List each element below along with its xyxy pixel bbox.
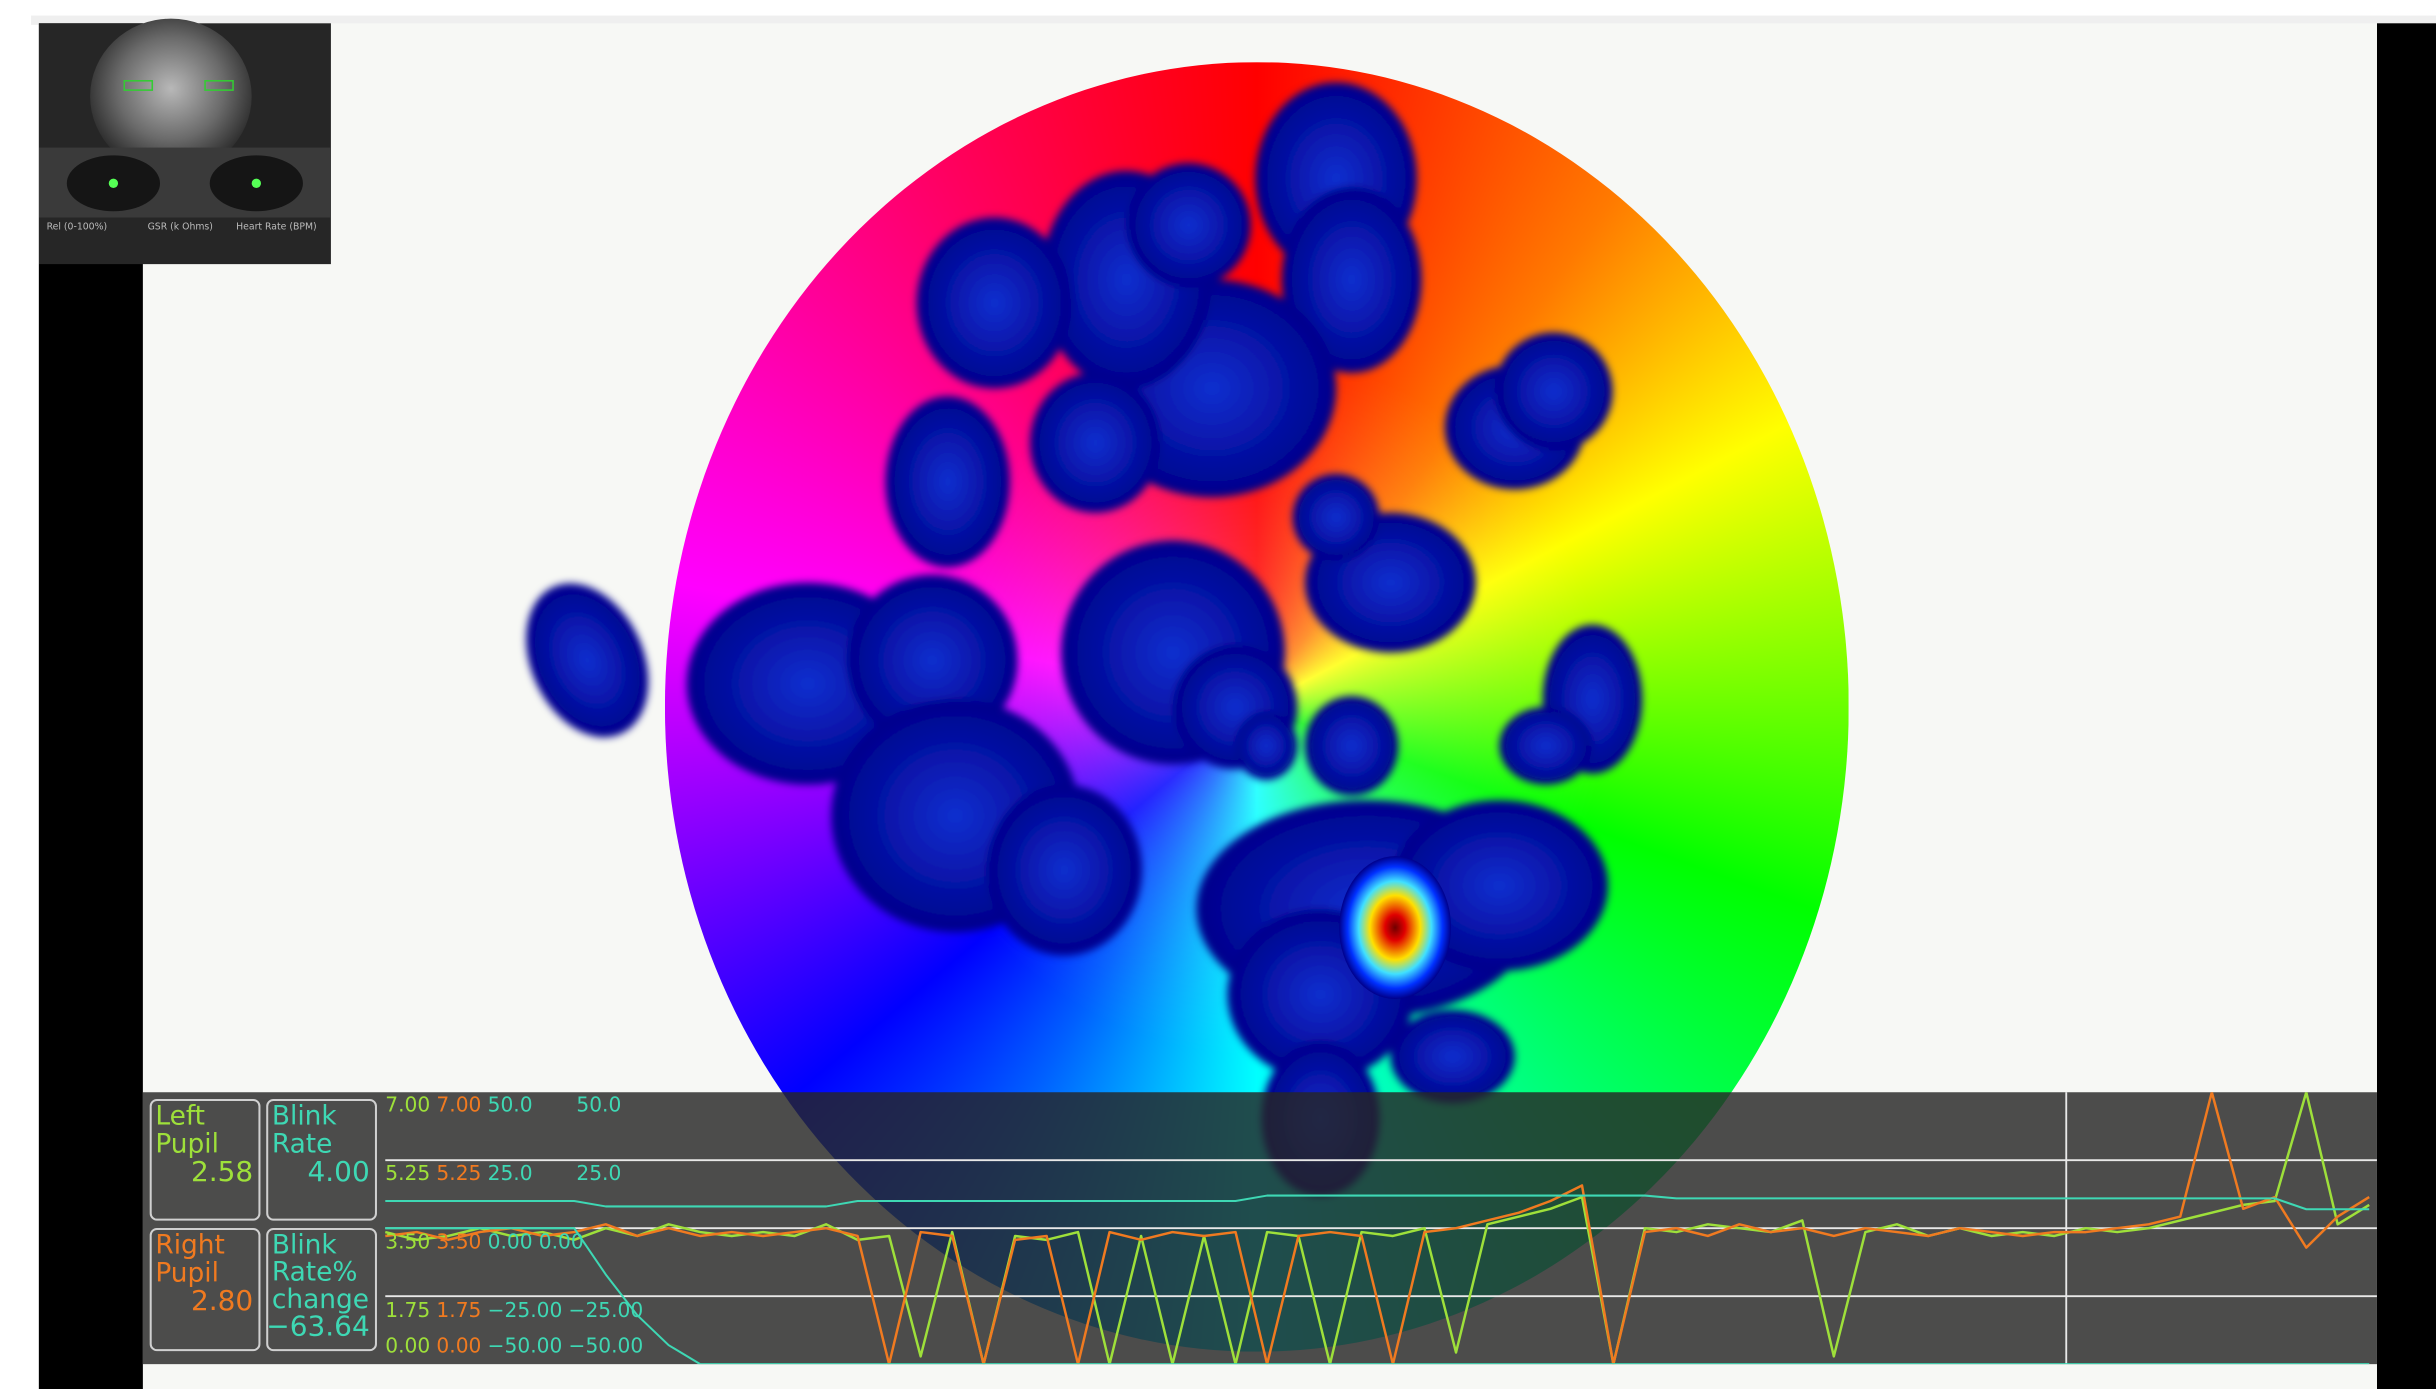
page: Rel (0-100%) GSR (k Ohms) Heart Rate (BP…: [0, 0, 2436, 1389]
scale-label: 7.00: [436, 1093, 481, 1117]
scale-label: 0.00: [385, 1334, 430, 1358]
scale-label: 25.0: [576, 1161, 621, 1185]
thumb-label: Rel (0-100%): [47, 221, 108, 232]
scale-label: −25.00: [488, 1298, 563, 1322]
readout-value: −63.64: [266, 1310, 369, 1343]
right-bar: [2377, 23, 2436, 1389]
scale-label: 5.25: [385, 1161, 430, 1185]
pupil-left: [109, 179, 118, 188]
scale-label: 3.50: [436, 1229, 481, 1253]
camera-thumbnail: Rel (0-100%) GSR (k Ohms) Heart Rate (BP…: [39, 19, 331, 264]
scale-label: 50.0: [576, 1093, 621, 1117]
readout-value: 2.58: [191, 1155, 253, 1188]
scale-label: −50.00: [569, 1334, 644, 1358]
readout-label: Right: [155, 1230, 225, 1261]
readout-value: 4.00: [308, 1155, 370, 1188]
heatmap-hotspot: [1339, 856, 1451, 999]
scale-label: 5.25: [436, 1161, 481, 1185]
scale-label: 1.75: [436, 1298, 481, 1322]
scale-label: 0.00: [539, 1229, 584, 1253]
screen: Rel (0-100%) GSR (k Ohms) Heart Rate (BP…: [0, 0, 2436, 1389]
readout-label: Blink: [272, 1101, 338, 1132]
readout-label: Left: [155, 1101, 205, 1132]
scale-label: 0.00: [488, 1229, 533, 1253]
scale-label: 1.75: [385, 1298, 430, 1322]
thumb-label: Heart Rate (BPM): [236, 221, 316, 232]
scale-label: 0.00: [436, 1334, 481, 1358]
scale-label: 7.00: [385, 1093, 430, 1117]
scale-label: 50.0: [488, 1093, 533, 1117]
scale-label: 25.0: [488, 1161, 533, 1185]
thumb-label: GSR (k Ohms): [148, 221, 213, 232]
pupil-right: [252, 179, 261, 188]
readout-value: 2.80: [191, 1284, 253, 1317]
scale-label: −50.00: [488, 1334, 563, 1358]
scale-label: −25.00: [569, 1298, 644, 1322]
scale-label: 3.50: [385, 1229, 430, 1253]
